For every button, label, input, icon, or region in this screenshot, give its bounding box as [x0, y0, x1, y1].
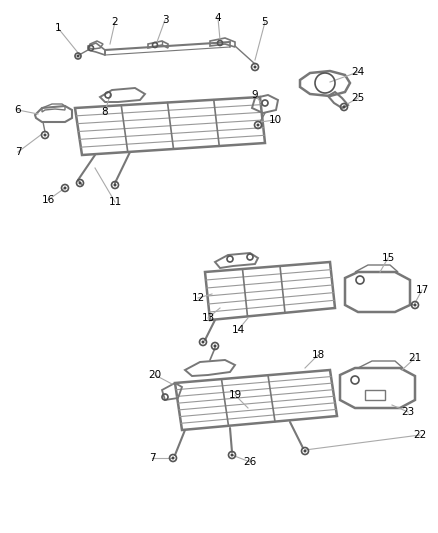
Text: 18: 18 [311, 350, 325, 360]
Circle shape [77, 54, 80, 58]
Text: 16: 16 [41, 195, 55, 205]
Circle shape [230, 454, 233, 456]
Text: 9: 9 [252, 90, 258, 100]
Text: 17: 17 [415, 285, 429, 295]
Text: 21: 21 [408, 353, 422, 363]
Circle shape [257, 124, 259, 126]
Circle shape [343, 106, 346, 109]
Circle shape [201, 341, 205, 343]
Text: 3: 3 [162, 15, 168, 25]
Text: 2: 2 [112, 17, 118, 27]
Text: 10: 10 [268, 115, 282, 125]
Text: 25: 25 [351, 93, 364, 103]
Text: 24: 24 [351, 67, 364, 77]
Text: 4: 4 [215, 13, 221, 23]
Text: 20: 20 [148, 370, 162, 380]
Text: 7: 7 [148, 453, 155, 463]
Text: 14: 14 [231, 325, 245, 335]
Text: 13: 13 [201, 313, 215, 323]
Text: 22: 22 [413, 430, 427, 440]
Text: 19: 19 [228, 390, 242, 400]
Circle shape [78, 182, 81, 184]
Circle shape [413, 303, 417, 306]
Text: 5: 5 [261, 17, 268, 27]
Circle shape [113, 183, 117, 187]
Text: 8: 8 [102, 107, 108, 117]
Text: 7: 7 [15, 147, 21, 157]
Circle shape [304, 449, 307, 453]
Text: 11: 11 [108, 197, 122, 207]
Text: 12: 12 [191, 293, 205, 303]
Text: 15: 15 [381, 253, 395, 263]
Circle shape [213, 344, 216, 348]
Text: 26: 26 [244, 457, 257, 467]
Circle shape [43, 133, 46, 136]
Circle shape [172, 456, 174, 459]
Text: 6: 6 [15, 105, 21, 115]
Circle shape [254, 66, 257, 69]
Circle shape [64, 187, 67, 190]
Text: 23: 23 [401, 407, 415, 417]
Text: 1: 1 [55, 23, 61, 33]
